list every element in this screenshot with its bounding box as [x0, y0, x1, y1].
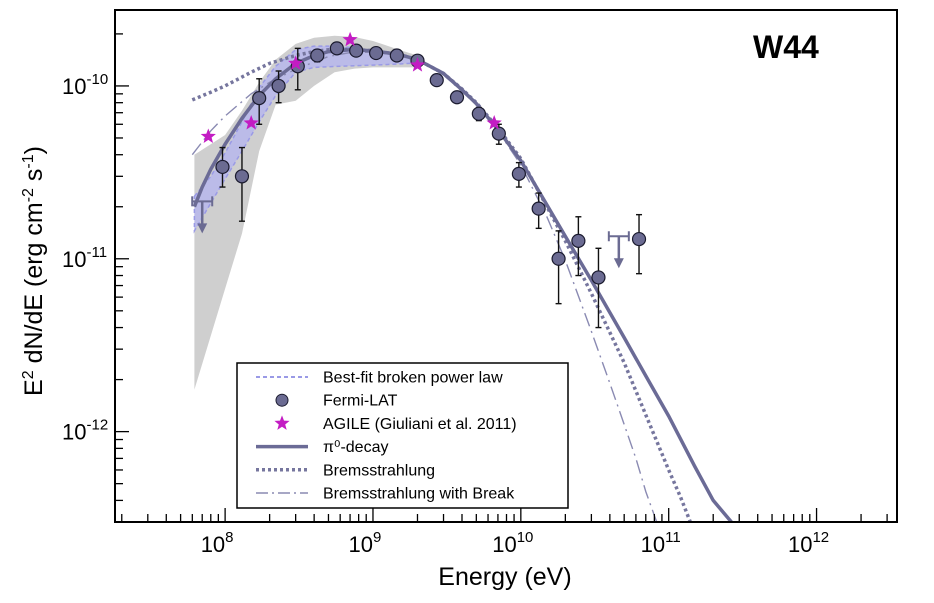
- fermi-lat-point: [591, 270, 606, 285]
- y-tick-base: 10: [62, 247, 86, 272]
- x-tick-base: 10: [349, 532, 373, 557]
- y-tick-label: 10-12: [62, 417, 108, 445]
- fermi-lat-point: [471, 106, 486, 121]
- x-tick-exponent: 8: [225, 529, 233, 546]
- data-points: [191, 31, 647, 329]
- agile-point: [243, 115, 259, 130]
- pion-decay-curve: [192, 47, 734, 522]
- fermi-lat-point: [429, 73, 444, 88]
- fermi-lat-point: [310, 48, 325, 63]
- y-tick-base: 10: [62, 420, 86, 445]
- y-tick-exponent: -11: [86, 244, 107, 261]
- fermi-lat-point: [349, 43, 364, 58]
- fermi-lat-point: [551, 251, 566, 266]
- fermi-lat-point: [531, 201, 546, 216]
- fermi-lat-point: [631, 231, 647, 247]
- x-tick-exponent: 10: [517, 529, 534, 546]
- legend: Best-fit broken power law Fermi-LAT AGILE …: [236, 362, 569, 509]
- legend-label: Bremsstrahlung: [323, 462, 435, 479]
- uncertainty-bands: [193, 35, 419, 390]
- fermi-lat-point: [571, 233, 586, 248]
- x-tick-base: 10: [492, 532, 516, 557]
- agile-point: [409, 57, 426, 72]
- agile-point: [288, 55, 304, 70]
- y-tick-exponent: -10: [86, 71, 108, 88]
- y-axis-title: E2 dN/dE (erg cm-2 s-1): [20, 146, 48, 396]
- x-axis-title: Energy (eV): [438, 563, 571, 591]
- x-tick-exponent: 9: [373, 529, 381, 546]
- agile-point: [486, 115, 502, 130]
- fermi-lat-point: [449, 90, 465, 105]
- fermi-lat-point: [329, 41, 344, 56]
- legend-label: Best-fit broken power law: [323, 370, 503, 387]
- chart-title: W44: [753, 29, 819, 65]
- x-tick-base: 10: [788, 532, 812, 557]
- y-tick-exponent: -12: [86, 417, 108, 434]
- y-tick-base: 10: [62, 74, 86, 99]
- fermi-lat-point: [215, 159, 230, 175]
- y-tick-label: 10-11: [62, 244, 107, 272]
- legend-swatch-circle: [275, 393, 289, 407]
- legend-label: AGILE (Giuliani et al. 2011): [323, 416, 517, 433]
- x-tick-label: 109: [349, 529, 382, 557]
- legend-label: Bremsstrahlung with Break: [323, 486, 515, 503]
- y-tick-label: 10-10: [62, 71, 108, 99]
- fermi-lat-point: [252, 91, 267, 106]
- fermi-lat-point: [511, 166, 526, 181]
- legend-label: π⁰-decay: [323, 439, 388, 456]
- x-tick-label: 1012: [788, 529, 829, 557]
- agile-point: [342, 31, 358, 47]
- gray-uncertainty-band: [194, 35, 418, 390]
- model-curves: [191, 47, 734, 522]
- fermi-lat-point: [389, 48, 404, 63]
- x-tick-base: 10: [201, 532, 225, 557]
- x-tick-label: 1011: [641, 529, 681, 557]
- fermi-lat-point: [271, 78, 286, 94]
- upper-limit-arrowhead: [613, 258, 624, 269]
- x-tick-exponent: 11: [665, 529, 681, 546]
- legend-box: [236, 362, 569, 509]
- axis-ticks: [115, 33, 888, 523]
- x-tick-base: 10: [641, 532, 665, 557]
- fermi-lat-point: [491, 126, 506, 141]
- fermi-lat-point: [369, 45, 384, 61]
- x-tick-label: 108: [201, 529, 234, 557]
- legend-swatch-star: [274, 415, 290, 430]
- upper-limit-arrowhead: [197, 223, 208, 234]
- agile-point: [200, 128, 216, 143]
- x-tick-label: 1010: [492, 529, 533, 557]
- legend-label: Fermi-LAT: [323, 393, 398, 410]
- fermi-lat-point: [234, 169, 250, 184]
- x-tick-exponent: 12: [812, 529, 829, 546]
